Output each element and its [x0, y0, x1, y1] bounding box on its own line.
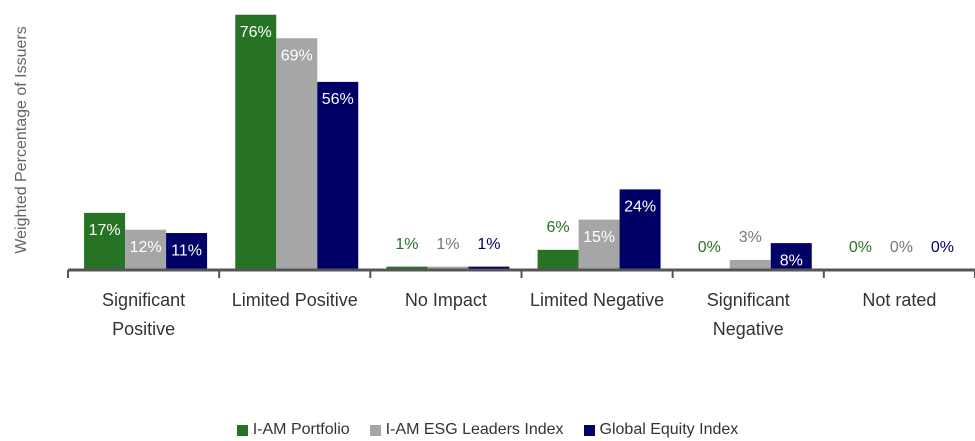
legend-swatch — [236, 424, 248, 436]
value-label: 24% — [624, 199, 656, 216]
bar — [427, 266, 469, 270]
bar — [537, 249, 579, 270]
bar — [125, 229, 167, 270]
bar — [619, 189, 661, 270]
legend-swatch — [369, 424, 381, 436]
value-label: 0% — [849, 239, 872, 256]
value-label: 1% — [436, 236, 459, 253]
legend: I-AM Portfolio I-AM ESG Leaders Index Glob… — [0, 421, 975, 439]
legend-item: I-AM Portfolio — [236, 421, 350, 439]
bar — [386, 266, 428, 270]
bar — [166, 233, 208, 270]
x-tick-label: Limited Negative — [530, 290, 665, 310]
legend-item: I-AM ESG Leaders Index — [369, 421, 564, 439]
bar — [578, 219, 620, 270]
value-label: 0% — [931, 239, 954, 256]
value-label: 6% — [547, 219, 570, 236]
bar — [317, 81, 359, 271]
value-label: 15% — [583, 229, 615, 246]
value-label: 56% — [322, 91, 354, 108]
value-label: 3% — [739, 229, 762, 246]
value-label: 8% — [780, 252, 803, 269]
bar — [84, 212, 126, 270]
value-label: 0% — [698, 239, 721, 256]
legend-swatch — [583, 424, 595, 436]
bar — [770, 243, 812, 270]
x-tick-label: Significant Positive — [102, 290, 186, 339]
x-tick-label: Not rated — [862, 290, 937, 310]
bar — [276, 38, 318, 270]
x-tick-label: Significant Negative — [706, 290, 790, 339]
value-label: 17% — [89, 222, 121, 239]
value-label: 69% — [281, 47, 313, 64]
bar — [468, 266, 510, 270]
legend-label: I-AM ESG Leaders Index — [385, 421, 564, 438]
x-tick-label: Limited Positive — [231, 290, 358, 310]
legend-item: Global Equity Index — [583, 421, 739, 439]
value-label: 12% — [130, 239, 162, 256]
bar — [235, 14, 277, 270]
x-tick-label: No Impact — [404, 290, 487, 310]
legend-label: Global Equity Index — [599, 421, 739, 438]
value-label: 1% — [395, 236, 418, 253]
bar — [729, 259, 771, 270]
y-axis-label: Weighted Percentage of Issuers — [13, 26, 30, 253]
value-label: 11% — [171, 242, 202, 259]
value-label: 1% — [477, 236, 500, 253]
legend-label: I-AM Portfolio — [252, 421, 350, 438]
value-label: 76% — [240, 24, 272, 41]
value-label: 0% — [890, 239, 913, 256]
